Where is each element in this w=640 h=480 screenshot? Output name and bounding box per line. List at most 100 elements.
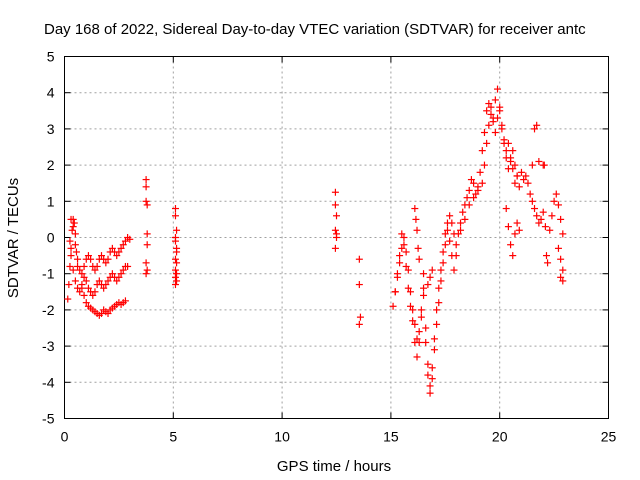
data-point (396, 252, 404, 260)
data-point (526, 190, 534, 198)
data-point (171, 255, 179, 263)
data-point (80, 291, 88, 299)
data-point (84, 252, 92, 260)
data-point (500, 139, 508, 147)
data-point (483, 107, 491, 115)
data-point (95, 277, 103, 285)
data-point (356, 313, 364, 321)
data-point (119, 241, 127, 249)
data-point (511, 161, 519, 169)
y-tick-label: 0 (47, 230, 55, 246)
data-points (64, 85, 567, 397)
data-point (173, 226, 181, 234)
data-point (478, 179, 486, 187)
data-point (331, 201, 339, 209)
data-point (426, 382, 434, 390)
data-point (531, 205, 539, 213)
data-point (173, 270, 181, 278)
data-point (402, 262, 410, 270)
data-point (535, 219, 543, 227)
data-point (504, 165, 512, 173)
data-point (544, 259, 552, 267)
data-point (113, 277, 121, 285)
data-point (465, 186, 473, 194)
data-point (102, 281, 110, 289)
data-point (74, 262, 82, 270)
data-point (535, 157, 543, 165)
y-tick-label: -2 (42, 302, 55, 318)
data-point (331, 226, 339, 234)
data-point (102, 259, 110, 267)
data-point (420, 284, 428, 292)
data-point (406, 288, 414, 296)
data-point (511, 230, 519, 238)
data-point (548, 212, 556, 220)
data-point (509, 252, 517, 260)
x-tick-label: 5 (169, 429, 177, 445)
data-point (550, 197, 558, 205)
data-point (498, 121, 506, 129)
data-point (415, 338, 423, 346)
data-point (80, 262, 88, 270)
data-point (511, 179, 519, 187)
data-point (452, 252, 460, 260)
data-point (494, 85, 502, 93)
chart-title: Day 168 of 2022, Sidereal Day-to-day VTE… (44, 21, 586, 38)
data-point (406, 302, 414, 310)
data-point (65, 281, 73, 289)
data-point (448, 219, 456, 227)
data-point (415, 328, 423, 336)
data-point (113, 252, 121, 260)
data-point (470, 194, 478, 202)
data-point (391, 288, 399, 296)
data-point (142, 197, 150, 205)
data-point (537, 215, 545, 223)
data-point (402, 248, 410, 256)
data-point (97, 310, 105, 318)
data-point (459, 208, 467, 216)
data-point (411, 320, 419, 328)
data-point (433, 320, 441, 328)
y-tick-label: -4 (42, 374, 55, 390)
data-point (142, 183, 150, 191)
data-point (541, 223, 549, 231)
data-point (121, 237, 129, 245)
data-point (70, 219, 78, 227)
data-point (467, 176, 475, 184)
data-point (355, 255, 363, 263)
data-point (474, 186, 482, 194)
data-point (533, 121, 541, 129)
axis-ticks: 0 5 10 15 20 25 -5 -4 -3 -2 -1 0 1 2 3 4 5 (42, 49, 616, 445)
data-point (71, 277, 79, 285)
data-point (485, 121, 493, 129)
data-point (393, 270, 401, 278)
data-point (417, 306, 425, 314)
data-point (515, 183, 523, 191)
data-point (446, 212, 454, 220)
data-point (426, 273, 434, 281)
data-point (424, 371, 432, 379)
data-point (143, 230, 151, 238)
data-point (507, 157, 515, 165)
data-point (502, 205, 510, 213)
x-tick-label: 20 (492, 429, 508, 445)
data-point (69, 223, 77, 231)
data-point (68, 226, 76, 234)
data-point (89, 291, 97, 299)
data-point (71, 241, 79, 249)
data-point (173, 244, 181, 252)
data-point (74, 255, 82, 263)
data-point (84, 284, 92, 292)
data-point (71, 230, 79, 238)
data-point (404, 284, 412, 292)
x-tick-label: 10 (274, 429, 290, 445)
data-point (171, 234, 179, 241)
data-point (80, 273, 88, 281)
data-point (542, 252, 550, 260)
data-point (143, 266, 151, 274)
data-point (428, 266, 436, 274)
data-point (67, 252, 75, 260)
data-point (470, 179, 478, 187)
data-point (331, 188, 339, 196)
